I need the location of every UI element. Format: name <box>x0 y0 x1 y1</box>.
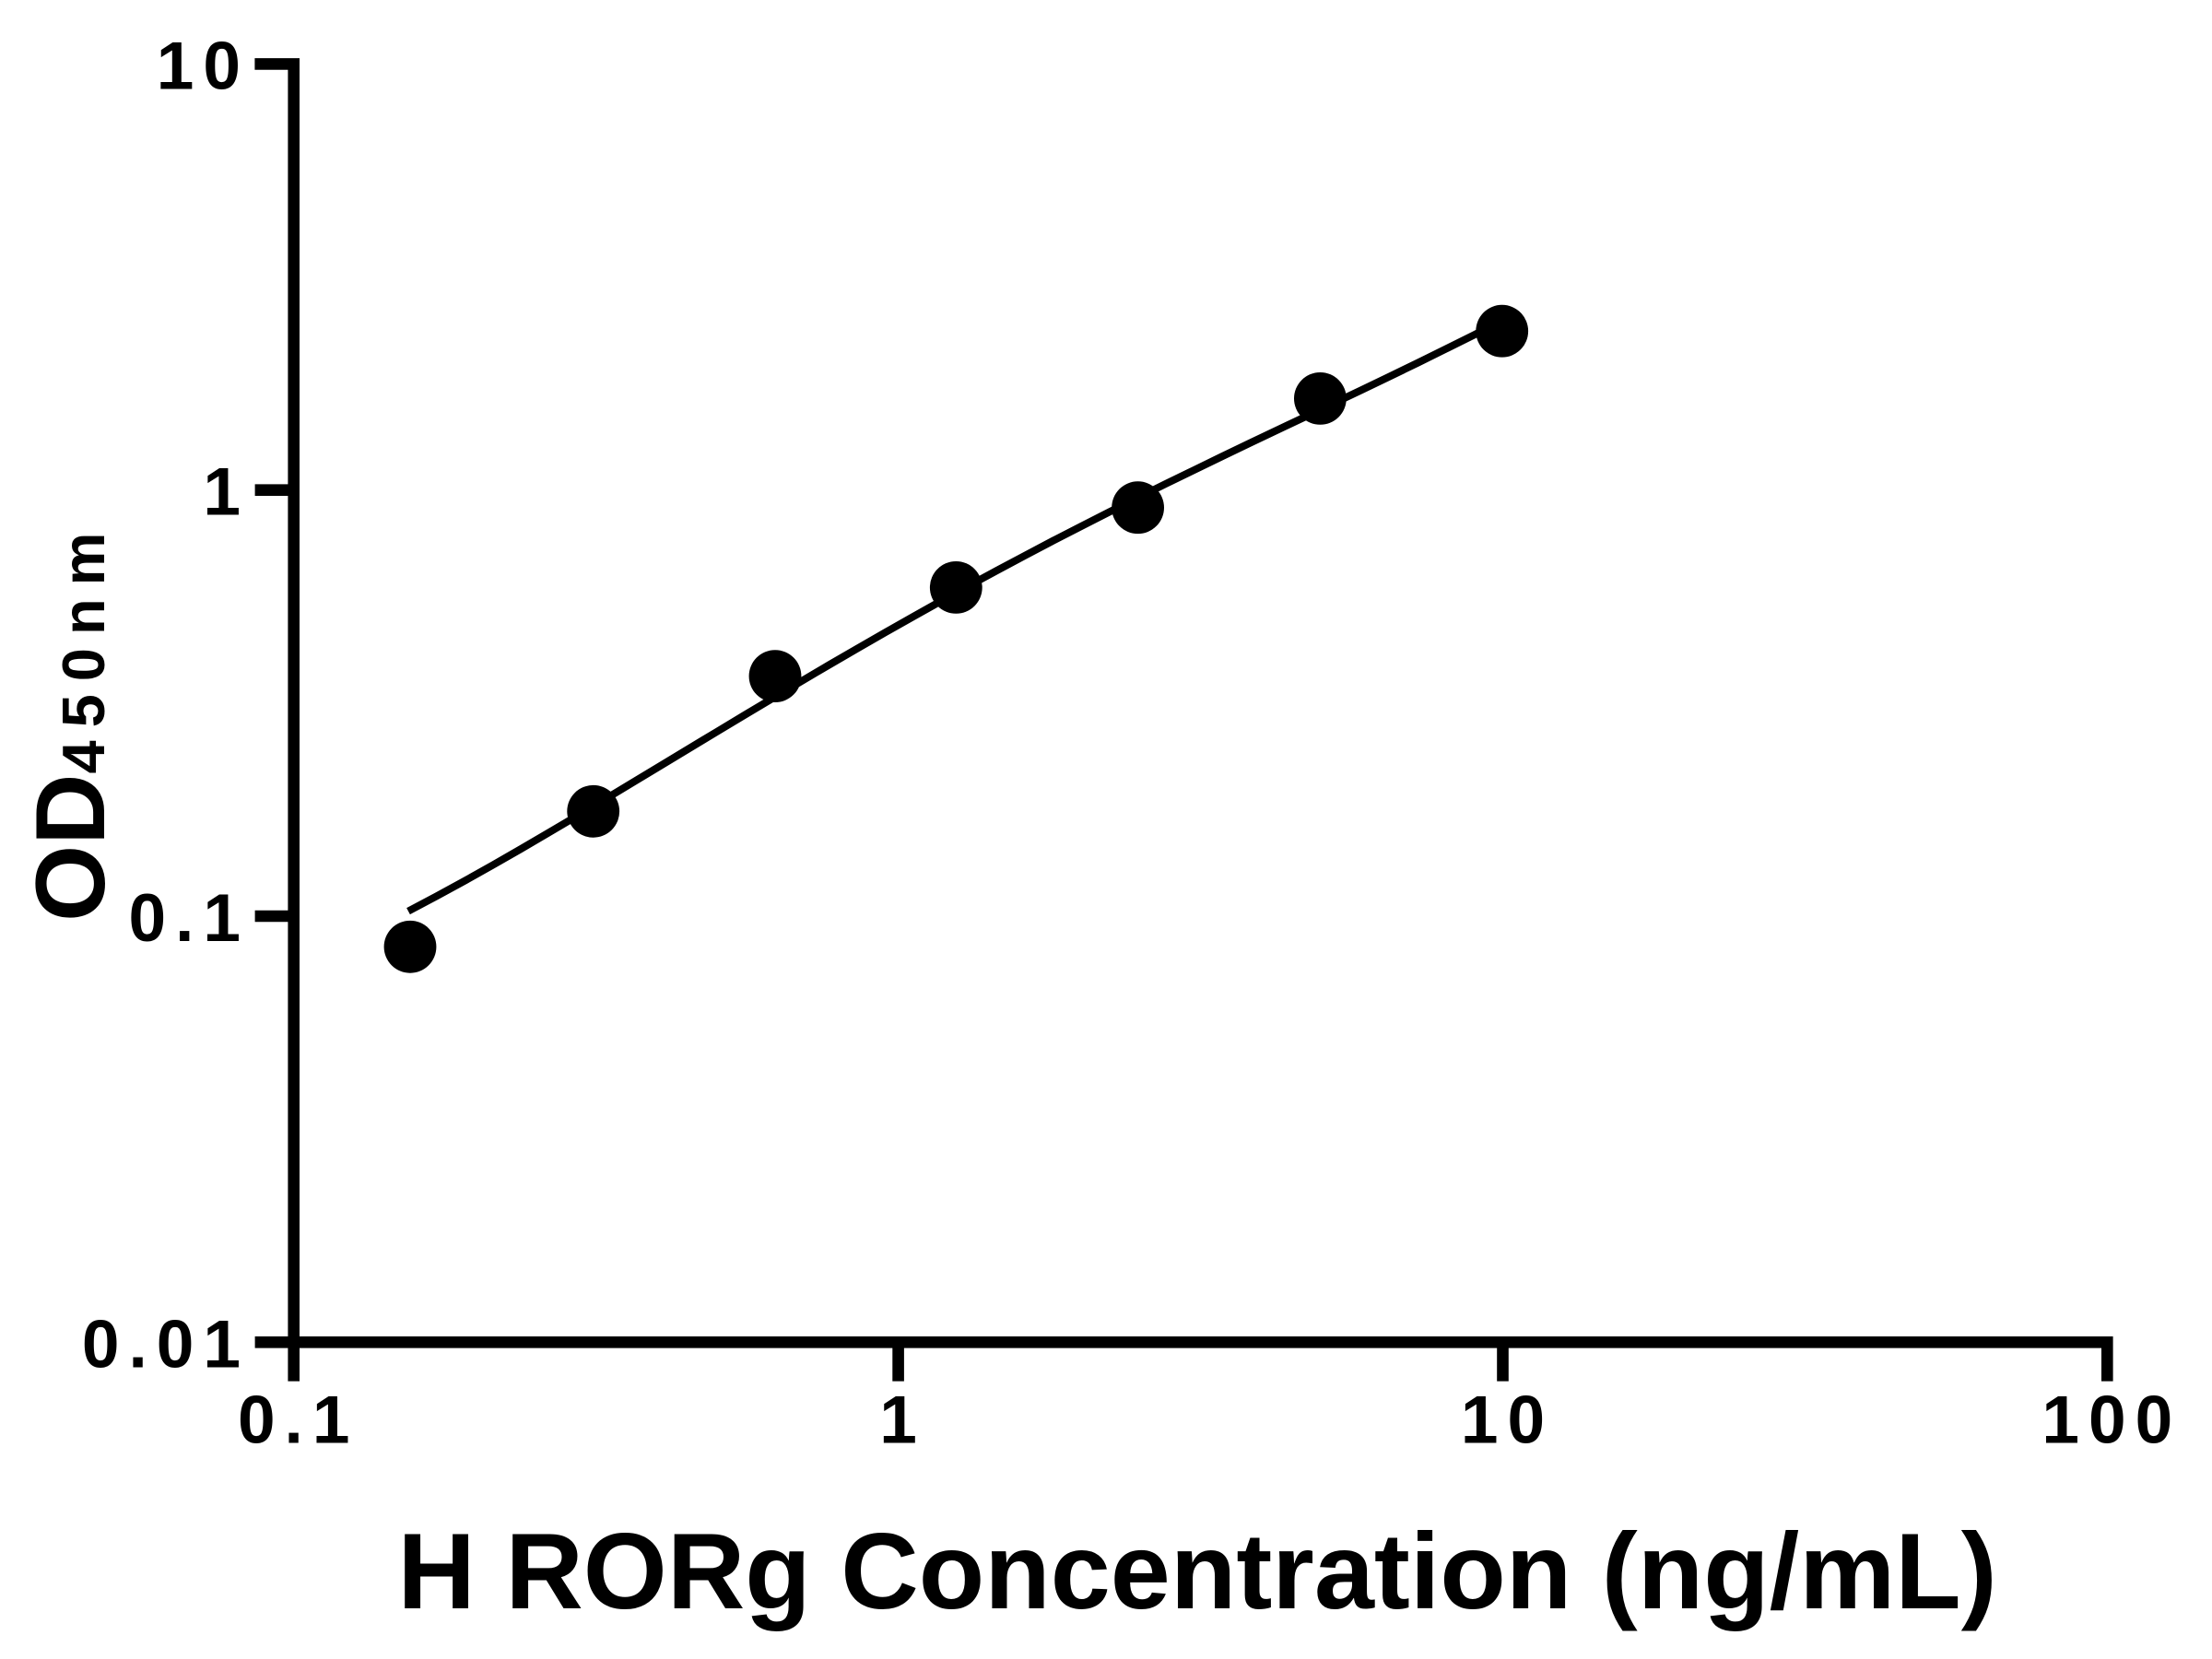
svg-text:H RORg Concentration (ng/mL): H RORg Concentration (ng/mL) <box>397 1511 1996 1631</box>
svg-text:0.1: 0.1 <box>129 881 250 956</box>
svg-text:0.1: 0.1 <box>238 1383 359 1458</box>
svg-text:10: 10 <box>157 29 250 103</box>
svg-text:1: 1 <box>879 1383 926 1458</box>
svg-text:0.01: 0.01 <box>82 1307 250 1382</box>
svg-text:1: 1 <box>203 455 250 530</box>
svg-text:100: 100 <box>2041 1383 2182 1458</box>
svg-text:10: 10 <box>1461 1383 1554 1458</box>
